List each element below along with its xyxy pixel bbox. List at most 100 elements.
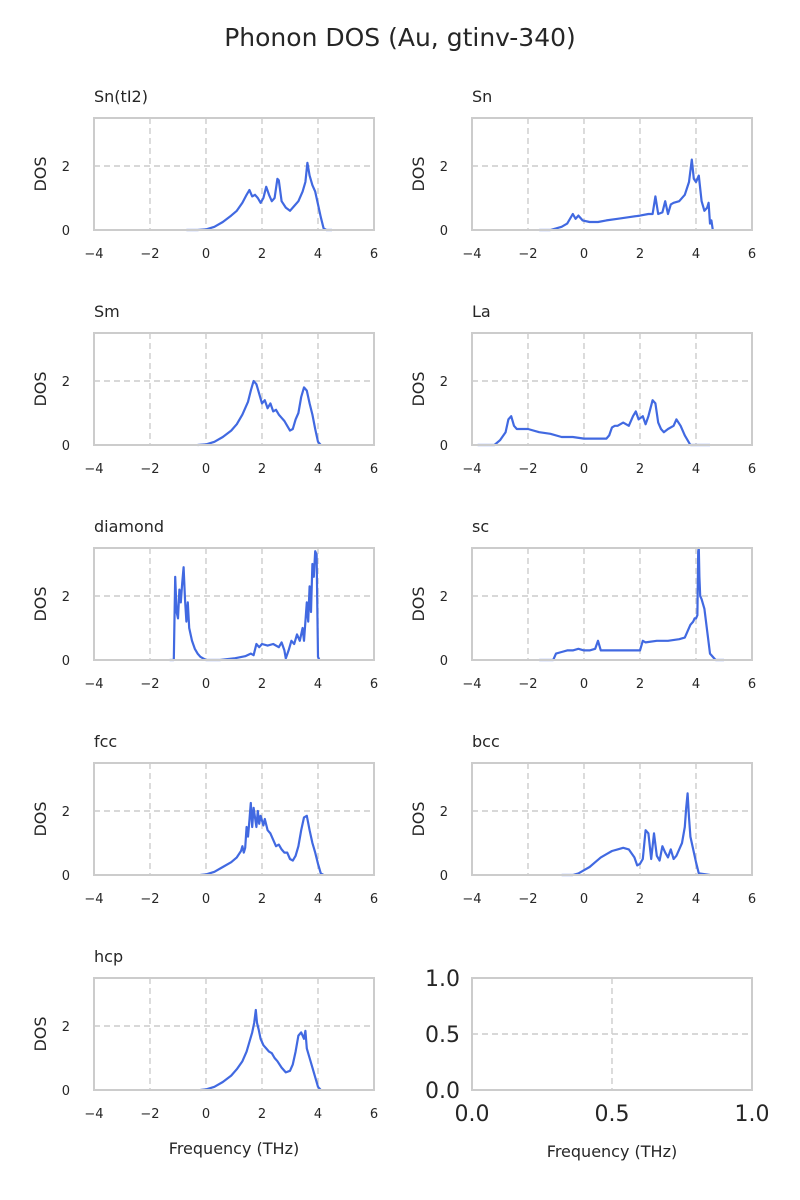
subplot-sn: Sn −4 −2 0 2 4 6 0 2 DOS [409, 87, 756, 262]
axes-frame [93, 332, 375, 446]
dos-line [200, 1008, 322, 1092]
x-tick-label: 4 [692, 247, 700, 262]
y-tick-label: 0 [62, 654, 70, 669]
x-tick-label: 6 [370, 247, 378, 262]
axes-frame [93, 547, 375, 661]
x-tick-label: 0 [202, 247, 210, 262]
subplot-title: Sn(tI2) [94, 87, 148, 106]
x-tick-label: −2 [140, 1107, 159, 1122]
dos-line [477, 399, 710, 447]
x-tick-label: 4 [314, 1107, 322, 1122]
x-tick-label: 4 [314, 462, 322, 477]
x-tick-label: −4 [462, 892, 481, 907]
x-tick-label: 0 [580, 677, 588, 692]
x-tick-label: 1.0 [735, 1102, 770, 1127]
y-tick-label: 0.0 [425, 1079, 460, 1104]
x-tick-label: 6 [370, 892, 378, 907]
subplot-fcc: fcc −4 −2 0 2 4 6 0 2 DOS [31, 732, 378, 907]
x-tick-label: 6 [370, 462, 378, 477]
x-tick-label: 2 [636, 247, 644, 262]
x-tick-label: −2 [140, 247, 159, 262]
x-tick-label: −4 [462, 247, 481, 262]
subplot-title: Sm [94, 302, 120, 321]
y-tick-label: 2 [440, 375, 448, 390]
x-tick-label: 0.5 [595, 1102, 630, 1127]
y-tick-label: 2 [62, 590, 70, 605]
dos-line [197, 379, 322, 447]
y-tick-label: 1.0 [425, 967, 460, 992]
x-tick-label: −4 [84, 1107, 103, 1122]
y-tick-label: 0 [62, 224, 70, 239]
x-tick-label: −4 [84, 462, 103, 477]
x-tick-label: −4 [84, 677, 103, 692]
y-tick-label: 2 [62, 160, 70, 175]
x-tick-label: 2 [636, 462, 644, 477]
dos-line [539, 158, 714, 232]
x-tick-label: 4 [314, 892, 322, 907]
x-tick-label: 0 [580, 892, 588, 907]
x-axis-label: Frequency (THz) [547, 1142, 677, 1161]
y-tick-label: 0 [62, 869, 70, 884]
y-tick-label: 0 [440, 439, 448, 454]
x-tick-label: 0 [580, 462, 588, 477]
y-axis-label: DOS [409, 371, 428, 406]
subplot-empty: 0.0 0.5 1.0 0.0 0.5 1.0 Frequency (THz) [425, 967, 770, 1161]
dos-line [539, 546, 724, 662]
x-tick-label: 0 [580, 247, 588, 262]
axes-frame [93, 977, 375, 1091]
subplot-grid: Sn(tI2) −4 −2 0 2 4 6 0 2 DOS Sn −4 −2 0 2 4 6 0 2 DOS Sm −4 −… [31, 87, 770, 1161]
x-tick-label: −2 [140, 677, 159, 692]
y-axis-label: DOS [31, 1016, 50, 1051]
x-tick-label: −2 [518, 677, 537, 692]
subplot-title: diamond [94, 517, 164, 536]
y-axis-label: DOS [31, 371, 50, 406]
x-tick-label: 2 [636, 677, 644, 692]
axes-frame [471, 547, 753, 661]
subplot-title: fcc [94, 732, 117, 751]
x-axis-label: Frequency (THz) [169, 1139, 299, 1158]
x-tick-label: 4 [314, 247, 322, 262]
y-tick-label: 2 [440, 160, 448, 175]
y-tick-label: 2 [62, 1020, 70, 1035]
x-tick-label: −4 [462, 677, 481, 692]
x-tick-label: 6 [370, 677, 378, 692]
dos-line [561, 792, 711, 877]
x-tick-label: 6 [748, 677, 756, 692]
subplot-title: sc [472, 517, 489, 536]
y-tick-label: 0 [440, 869, 448, 884]
x-tick-label: 2 [636, 892, 644, 907]
subplot-diamond: diamond −4 −2 0 2 4 6 0 2 DOS [31, 517, 378, 692]
y-tick-label: 2 [440, 590, 448, 605]
y-tick-label: 2 [62, 805, 70, 820]
y-tick-label: 0 [62, 1084, 70, 1099]
x-tick-label: 6 [748, 247, 756, 262]
axes-frame [471, 977, 753, 1091]
y-axis-label: DOS [31, 156, 50, 191]
x-tick-label: −2 [518, 892, 537, 907]
y-tick-label: 0 [62, 439, 70, 454]
subplot-hcp: hcp −4 −2 0 2 4 6 0 2 DOS Frequency (THz) [31, 947, 378, 1158]
y-axis-label: DOS [31, 586, 50, 621]
axes-frame [93, 117, 375, 231]
x-tick-label: 0.0 [455, 1102, 490, 1127]
x-tick-label: 2 [258, 677, 266, 692]
subplot-title: bcc [472, 732, 500, 751]
subplot-sm: Sm −4 −2 0 2 4 6 0 2 DOS [31, 302, 378, 477]
y-axis-label: DOS [409, 801, 428, 836]
subplot-title: La [472, 302, 491, 321]
axes-frame [471, 762, 753, 876]
x-tick-label: 6 [748, 892, 756, 907]
x-tick-label: 2 [258, 1107, 266, 1122]
x-tick-label: −2 [140, 462, 159, 477]
x-tick-label: −2 [140, 892, 159, 907]
y-axis-label: DOS [409, 586, 428, 621]
y-axis-label: DOS [409, 156, 428, 191]
x-tick-label: 0 [202, 1107, 210, 1122]
y-tick-label: 0.5 [425, 1023, 460, 1048]
x-tick-label: 2 [258, 892, 266, 907]
dos-line [169, 550, 321, 662]
axes-frame [93, 762, 375, 876]
figure-title: Phonon DOS (Au, gtinv-340) [224, 23, 576, 52]
x-tick-label: −2 [518, 462, 537, 477]
